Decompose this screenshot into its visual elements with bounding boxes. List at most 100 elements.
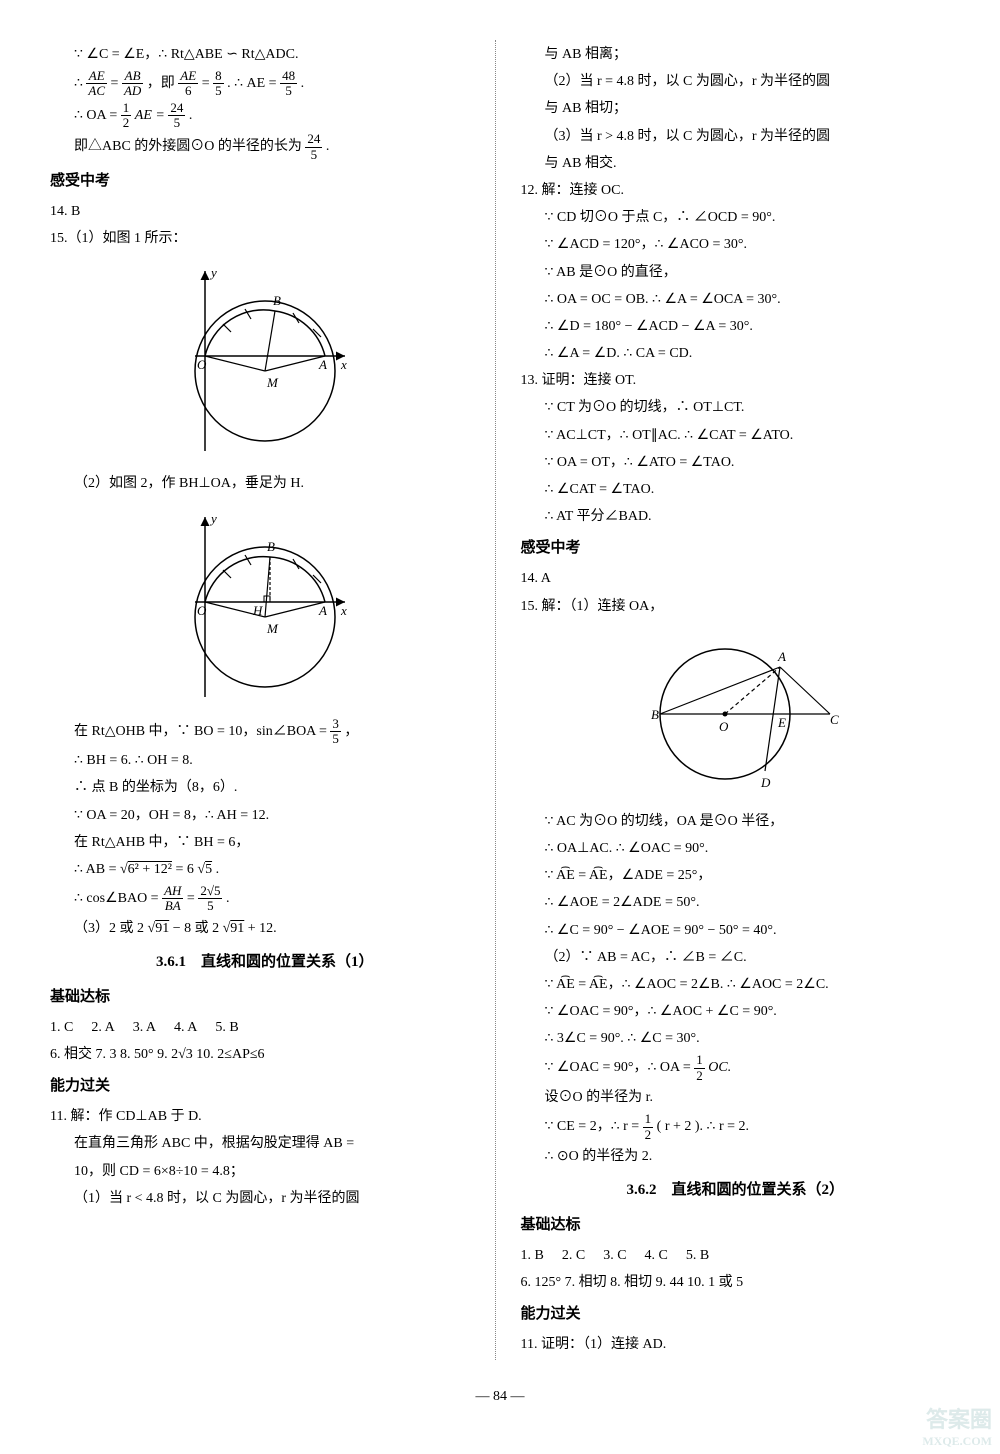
- answer-line: 6. 相交 7. 3 8. 50° 9. 2√3 10. 2≤AP≤6: [50, 1042, 480, 1067]
- watermark-line: MXQE.COM: [922, 1434, 992, 1448]
- t: ∵ CE = 2，∴ r =: [545, 1119, 643, 1134]
- t: ∴ cos∠BAO =: [74, 891, 162, 906]
- text-line: ∴ OA⊥AC. ∴ ∠OAC = 90°.: [521, 836, 951, 861]
- text-line: ∵ ∠C = ∠E，∴ Rt△ABE ∽ Rt△ADC.: [50, 42, 480, 67]
- t: ∴: [74, 76, 86, 91]
- watermark: 答案圈 MXQE.COM: [922, 1407, 992, 1448]
- diagram-svg: O B A M H x y: [175, 507, 355, 707]
- answer: 1. B: [521, 1243, 544, 1268]
- t: + 12.: [248, 921, 277, 936]
- sqrt: 5: [205, 862, 212, 877]
- svg-text:M: M: [266, 375, 279, 390]
- t: .: [216, 862, 220, 877]
- answer-line: 15.（1）如图 1 所示：: [50, 226, 480, 251]
- svg-text:y: y: [209, 511, 217, 526]
- section-heading: 基础达标: [521, 1212, 951, 1239]
- t: ，: [344, 724, 358, 739]
- answer: 2. A: [91, 1015, 114, 1040]
- text-line: （3）2 或 2 √91 − 8 或 2 √91 + 12.: [50, 916, 480, 941]
- text-line: 15. 解：（1）连接 OA，: [521, 594, 951, 619]
- text-line: ∵ ∠OAC = 90°，∴ ∠AOC + ∠C = 90°.: [521, 999, 951, 1024]
- t: = 6: [175, 862, 193, 877]
- answer: 4. C: [645, 1243, 668, 1268]
- section-3-6-2: 3.6.2 直线和圆的位置关系（2）: [521, 1177, 951, 1204]
- t: =: [187, 891, 198, 906]
- t: （3）2 或 2: [74, 921, 144, 936]
- svg-text:E: E: [777, 715, 786, 730]
- t: ∴ OA =: [74, 108, 121, 123]
- fraction: AHBA: [162, 884, 183, 914]
- svg-text:C: C: [830, 712, 839, 727]
- text-line: （2）当 r = 4.8 时，以 C 为圆心，r 为半径的圆: [521, 69, 951, 94]
- sqrt: 91: [230, 921, 244, 936]
- svg-text:A: A: [318, 357, 327, 372]
- t: AE =: [135, 108, 169, 123]
- text-line: （2）如图 2，作 BH⊥OA，垂足为 H.: [50, 471, 480, 496]
- svg-text:M: M: [266, 621, 279, 636]
- text-line: （2）∵ AB = AC，∴ ∠B = ∠C.: [521, 945, 951, 970]
- text-line: ∴ ∠C = 90° − ∠AOE = 90° − 50° = 40°.: [521, 918, 951, 943]
- fraction: 85: [213, 69, 224, 99]
- answer: 4. A: [174, 1015, 197, 1040]
- text-line: ∵ CT 为⊙O 的切线，∴ OT⊥CT.: [521, 395, 951, 420]
- fraction: ABAD: [122, 69, 143, 99]
- right-column: 与 AB 相离； （2）当 r = 4.8 时，以 C 为圆心，r 为半径的圆 …: [506, 40, 951, 1360]
- text-line: ∵ CE = 2，∴ r = 12 ( r + 2 ). ∴ r = 2.: [521, 1112, 951, 1142]
- text-line: ∴ AT 平分∠BAD.: [521, 504, 951, 529]
- fraction: 12: [121, 101, 132, 131]
- text-line: 在直角三角形 ABC 中，根据勾股定理得 AB =: [50, 1131, 480, 1156]
- t: 在 Rt△OHB 中，∵ BO = 10，sin∠BOA =: [74, 724, 330, 739]
- left-column: ∵ ∠C = ∠E，∴ Rt△ABE ∽ Rt△ADC. ∴ AEAC = AB…: [50, 40, 496, 1360]
- svg-text:H: H: [252, 603, 263, 618]
- text-line: ∵ A͡E = A͡E，∠ADE = 25°，: [521, 863, 951, 888]
- t: OC.: [708, 1060, 731, 1075]
- text-line: ∴ cos∠BAO = AHBA = 2√55 .: [50, 884, 480, 914]
- svg-text:x: x: [340, 603, 347, 618]
- text-line: 设⊙O 的半径为 r.: [521, 1085, 951, 1110]
- text-line: ∵ OA = 20，OH = 8，∴ AH = 12.: [50, 803, 480, 828]
- section-3-6-1: 3.6.1 直线和圆的位置关系（1）: [50, 949, 480, 976]
- text-line: （1）当 r < 4.8 时，以 C 为圆心，r 为半径的圆: [50, 1186, 480, 1211]
- text-line: ∴ ∠D = 180° − ∠ACD − ∠A = 30°.: [521, 314, 951, 339]
- diagram-svg: O B A M x y: [175, 261, 355, 461]
- text-line: ∵ AB 是⊙O 的直径，: [521, 260, 951, 285]
- watermark-line: 答案圈: [926, 1407, 992, 1432]
- svg-text:A: A: [318, 603, 327, 618]
- text-line: 即△ABC 的外接圆⊙O 的半径的长为 245 .: [50, 132, 480, 162]
- t: .: [301, 76, 305, 91]
- sqrt: 91: [155, 921, 169, 936]
- text-line: ∴ ∠CAT = ∠TAO.: [521, 477, 951, 502]
- text-line: 与 AB 相交.: [521, 151, 951, 176]
- text-line: ∴ OA = OC = OB. ∴ ∠A = ∠OCA = 30°.: [521, 287, 951, 312]
- svg-text:A: A: [777, 649, 786, 664]
- figure-2: O B A M H x y: [50, 507, 480, 707]
- fraction: AEAC: [86, 69, 107, 99]
- fraction: 485: [280, 69, 297, 99]
- answer: 1. C: [50, 1015, 73, 1040]
- answer: 3. C: [603, 1243, 626, 1268]
- text-line: ∵ ∠ACD = 120°，∴ ∠ACO = 30°.: [521, 232, 951, 257]
- fraction: 245: [168, 101, 185, 131]
- text-line: 与 AB 相离；: [521, 42, 951, 67]
- answer: 5. B: [215, 1015, 238, 1040]
- answer-line: 14. B: [50, 199, 480, 224]
- diagram-svg: A B C D E O: [625, 629, 845, 799]
- t: ，即: [147, 76, 179, 91]
- sqrt: 6² + 12²: [128, 862, 172, 877]
- answer-row: 1. B 2. C 3. C 4. C 5. B: [521, 1243, 951, 1268]
- text-line: ∵ AC⊥CT，∴ OT∥AC. ∴ ∠CAT = ∠ATO.: [521, 423, 951, 448]
- fraction: 12: [643, 1112, 654, 1142]
- svg-text:x: x: [340, 357, 347, 372]
- text-line: ∴ ∠A = ∠D. ∴ CA = CD.: [521, 341, 951, 366]
- text-line: ∵ ∠OAC = 90°，∴ OA = 12 OC.: [521, 1053, 951, 1083]
- fraction: 35: [330, 717, 341, 747]
- svg-text:D: D: [760, 775, 771, 790]
- text-line: 与 AB 相切；: [521, 96, 951, 121]
- section-heading: 基础达标: [50, 984, 480, 1011]
- text-line: 12. 解：连接 OC.: [521, 178, 951, 203]
- t: 即△ABC 的外接圆⊙O 的半径的长为: [74, 139, 305, 154]
- answer-line: 14. A: [521, 566, 951, 591]
- figure-1: O B A M x y: [50, 261, 480, 461]
- text-line: ∴ AEAC = ABAD ，即 AE6 = 85 . ∴ AE = 485 .: [50, 69, 480, 99]
- text-line: 11. 解：作 CD⊥AB 于 D.: [50, 1104, 480, 1129]
